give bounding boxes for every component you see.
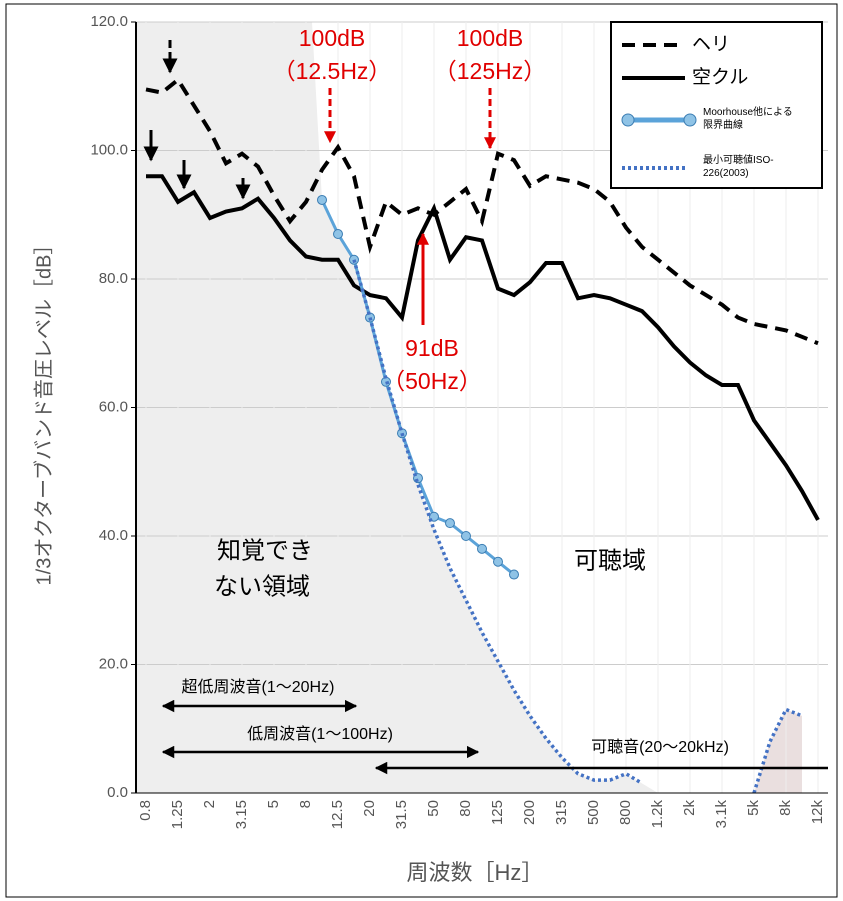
- y-tick-label: 60.0: [99, 398, 128, 415]
- legend-marker: [683, 113, 697, 127]
- legend-marker: [621, 113, 635, 127]
- data-point: [509, 569, 519, 580]
- x-tick-label: 8k: [777, 800, 794, 816]
- x-tick-label: 8: [297, 800, 314, 808]
- x-axis-title: 周波数［Hz］: [407, 860, 544, 885]
- data-point: [445, 518, 455, 529]
- x-tick-label: 0.8: [137, 800, 154, 821]
- legend-label: 最小可聴値ISO-226(2003): [703, 155, 774, 179]
- annotation: 100dB: [299, 25, 366, 51]
- legend-label: ヘリ: [692, 34, 730, 55]
- y-tick-label: 40.0: [99, 527, 128, 544]
- y-axis-title: 1/3オクターブバンド音圧レベル［dB］: [31, 235, 55, 586]
- y-tick-label: 120.0: [90, 13, 128, 30]
- legend-label: Moorhouse他による限界曲線: [703, 107, 793, 131]
- inaudible-region: [136, 22, 658, 793]
- annotation: （125Hz）: [434, 58, 546, 84]
- x-tick-label: 5k: [745, 800, 762, 816]
- x-tick-label: 12.5: [329, 800, 346, 829]
- data-point: [317, 194, 327, 205]
- y-tick-label: 20.0: [99, 655, 128, 672]
- y-tick-label: 80.0: [99, 270, 128, 287]
- annotation: （12.5Hz）: [273, 58, 392, 84]
- region-label: 知覚でき: [217, 537, 313, 564]
- data-point: [461, 531, 471, 541]
- annotation: 91dB: [405, 335, 459, 361]
- x-tick-label: 315: [553, 800, 570, 825]
- range-label: 超低周波音(1〜20Hz): [182, 678, 335, 696]
- data-point: [493, 556, 503, 567]
- data-point: [333, 229, 343, 240]
- inaudible-region: [754, 709, 802, 793]
- series-line: [146, 174, 820, 521]
- x-tick-label: 2k: [681, 800, 698, 816]
- x-tick-label: 125: [489, 800, 506, 825]
- x-tick-label: 1.25: [169, 800, 186, 829]
- range-label: 低周波音(1〜100Hz): [247, 725, 393, 743]
- x-tick-label: 500: [585, 800, 602, 825]
- x-tick-label: 80: [457, 800, 474, 817]
- series-line: [145, 76, 819, 346]
- annotation: 100dB: [457, 25, 524, 51]
- x-tick-label: 3.15: [233, 800, 250, 829]
- x-tick-label: 50: [425, 800, 442, 817]
- annotation: （50Hz）: [382, 368, 482, 394]
- x-tick-label: 12k: [809, 800, 826, 825]
- x-tick-label: 3.1k: [713, 800, 730, 829]
- frame: [5, 3, 838, 898]
- x-tick-label: 800: [617, 800, 634, 825]
- region-label: 可聴域: [574, 547, 646, 574]
- x-tick-label: 2: [201, 800, 218, 808]
- x-tick-label: 20: [361, 800, 378, 817]
- data-point: [477, 543, 487, 554]
- x-tick-label: 31.5: [393, 800, 410, 829]
- x-tick-label: 200: [521, 800, 538, 825]
- x-tick-label: 5: [265, 800, 282, 808]
- y-tick-label: 0.0: [107, 784, 128, 801]
- legend: [610, 21, 823, 189]
- range-label: 可聴音(20〜20kHz): [591, 738, 729, 756]
- y-tick-label: 100.0: [90, 141, 128, 158]
- region-label: ない領域: [214, 573, 310, 600]
- x-tick-label: 1.2k: [649, 800, 666, 829]
- legend-label: 空クル: [692, 66, 748, 88]
